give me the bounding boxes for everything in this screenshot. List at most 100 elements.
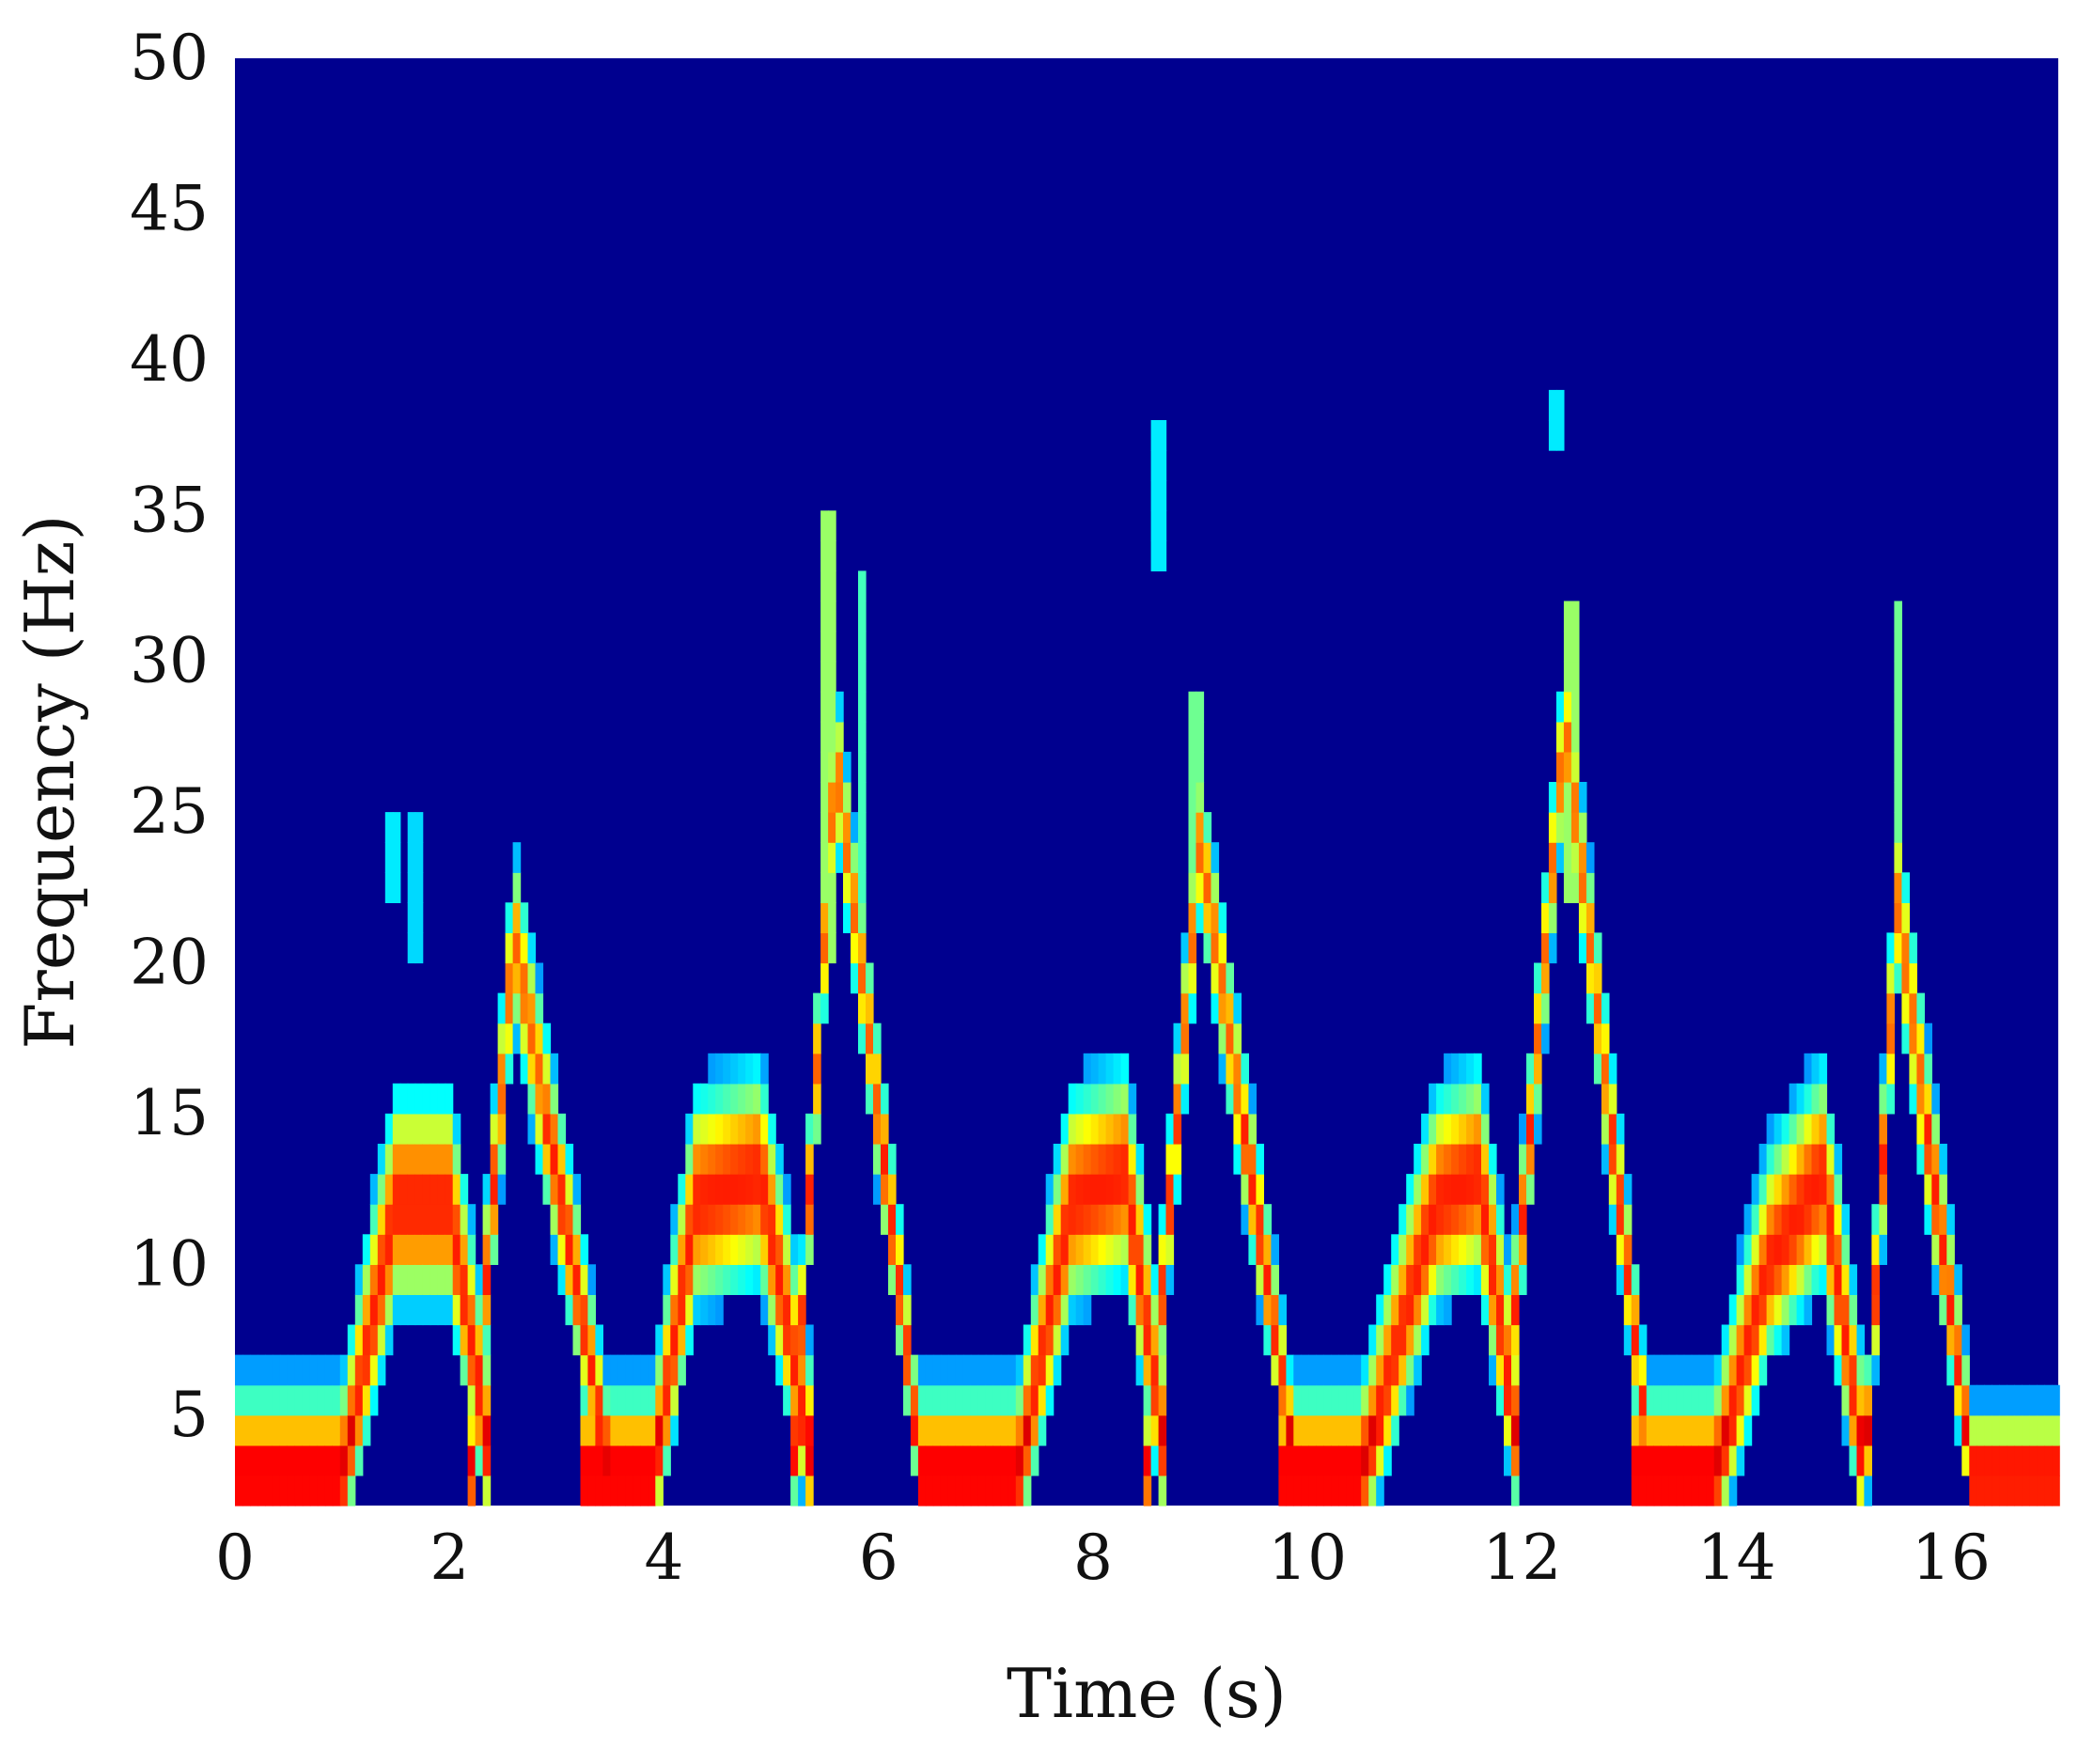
spectrogram-cell [798, 1444, 806, 1476]
spectrogram-cell [693, 1113, 701, 1145]
spectrogram-cell [1090, 1264, 1100, 1295]
spectrogram-cell [535, 1022, 544, 1054]
spectrogram-cell [407, 812, 416, 843]
spectrogram-cell [505, 902, 514, 933]
spectrogram-cell [873, 1053, 882, 1085]
spectrogram-cell [730, 1264, 739, 1295]
spectrogram-cell [1286, 1354, 1294, 1386]
spectrogram-cell [1060, 1324, 1070, 1356]
spectrogram-cell [1593, 992, 1602, 1024]
y-tick-label: 40 [130, 323, 209, 396]
spectrogram-cell [1541, 1022, 1550, 1054]
spectrogram-cell [1864, 1354, 1872, 1386]
spectrogram-cell [369, 1384, 379, 1416]
spectrogram-cell [1826, 1264, 1836, 1295]
spectrogram-cell [1414, 1354, 1422, 1386]
spectrogram-cell [843, 872, 852, 903]
spectrogram-cell [407, 1234, 416, 1265]
spectrogram-cell [1218, 962, 1227, 994]
spectrogram-cell [970, 1384, 979, 1416]
spectrogram-cell [1819, 1234, 1828, 1265]
spectrogram-cell [490, 1204, 499, 1235]
spectrogram-cell [497, 1113, 507, 1145]
spectrogram-cell [858, 872, 867, 903]
spectrogram-cell [955, 1384, 964, 1416]
spectrogram-cell [1676, 1414, 1685, 1446]
spectrogram-cell [1961, 1384, 1970, 1416]
spectrogram-cell [610, 1354, 618, 1386]
spectrogram-cell [805, 1174, 814, 1205]
spectrogram-cell [715, 1264, 724, 1295]
spectrogram-cell [1496, 1264, 1505, 1295]
spectrogram-cell [836, 782, 844, 813]
spectrogram-cell [520, 962, 529, 994]
spectrogram-cell [557, 1264, 567, 1295]
spectrogram-cell [1143, 1414, 1152, 1446]
spectrogram-cell [1916, 1053, 1925, 1085]
spectrogram-cell [790, 1384, 799, 1416]
spectrogram-cell [1353, 1354, 1362, 1386]
spectrogram-cell [1864, 1384, 1872, 1416]
spectrogram-cell [482, 1174, 492, 1205]
spectrogram-cell [2037, 1444, 2045, 1476]
spectrogram-cell [1578, 812, 1587, 843]
spectrogram-cell [557, 1204, 567, 1235]
spectrogram-cell [836, 691, 844, 723]
spectrogram-cell [580, 1384, 589, 1416]
spectrogram-cell [805, 1324, 814, 1356]
spectrogram-cell [1563, 782, 1572, 813]
spectrogram-cell [1376, 1414, 1384, 1446]
spectrogram-cell [1879, 1113, 1887, 1145]
spectrogram-cell [1165, 1234, 1175, 1265]
spectrogram-cell [992, 1444, 1002, 1476]
spectrogram-cell [760, 1113, 769, 1145]
spectrogram-cell [836, 842, 844, 873]
spectrogram-cell [407, 1083, 416, 1115]
spectrogram-cell [1548, 902, 1557, 933]
spectrogram-cell [1811, 1144, 1820, 1175]
spectrogram-cell [985, 1354, 994, 1386]
spectrogram-cell [745, 1113, 754, 1145]
y-tick-label: 15 [130, 1077, 209, 1149]
spectrogram-cell [805, 1144, 814, 1175]
spectrogram-cell [362, 1264, 371, 1295]
spectrogram-cell [452, 1174, 461, 1205]
spectrogram-cell [1804, 1113, 1813, 1145]
spectrogram-cell [896, 1264, 904, 1295]
spectrogram-cell [1519, 1174, 1527, 1205]
spectrogram-cell [1916, 1083, 1925, 1115]
spectrogram-cell [1323, 1444, 1332, 1476]
spectrogram-cell [587, 1264, 596, 1295]
spectrogram-cell [1969, 1414, 1977, 1446]
spectrogram-cell [745, 1234, 754, 1265]
spectrogram-cell [1811, 1083, 1820, 1115]
spectrogram-cell [1241, 1053, 1249, 1085]
spectrogram-cell [1429, 1144, 1437, 1175]
spectrogram-cell [723, 1174, 731, 1205]
spectrogram-cell [1804, 1234, 1813, 1265]
spectrogram-cell [753, 1053, 761, 1085]
spectrogram-cell [1496, 1174, 1505, 1205]
spectrogram-cell [1293, 1384, 1302, 1416]
spectrogram-cell [505, 1053, 514, 1085]
spectrogram-cell [1053, 1294, 1062, 1326]
spectrogram-cell [1713, 1414, 1723, 1446]
spectrogram-cell [437, 1264, 446, 1295]
spectrogram-cell [1961, 1444, 1970, 1476]
spectrogram-cell [1218, 932, 1227, 964]
spectrogram-cell [625, 1384, 633, 1416]
spectrogram-cell [753, 1204, 761, 1235]
spectrogram-cell [820, 812, 829, 843]
spectrogram-cell [1211, 842, 1220, 873]
spectrogram-cell [1743, 1204, 1753, 1235]
spectrogram-cell [1638, 1444, 1648, 1476]
spectrogram-cell [430, 1264, 439, 1295]
spectrogram-cell [1135, 1264, 1145, 1295]
spectrogram-cell [1894, 902, 1902, 933]
spectrogram-cell [1211, 962, 1220, 994]
spectrogram-cell [917, 1414, 927, 1446]
spectrogram-cell [1241, 1113, 1249, 1145]
spectrogram-cell [512, 932, 522, 964]
spectrogram-cell [1008, 1414, 1017, 1446]
spectrogram-cell [700, 1113, 709, 1145]
